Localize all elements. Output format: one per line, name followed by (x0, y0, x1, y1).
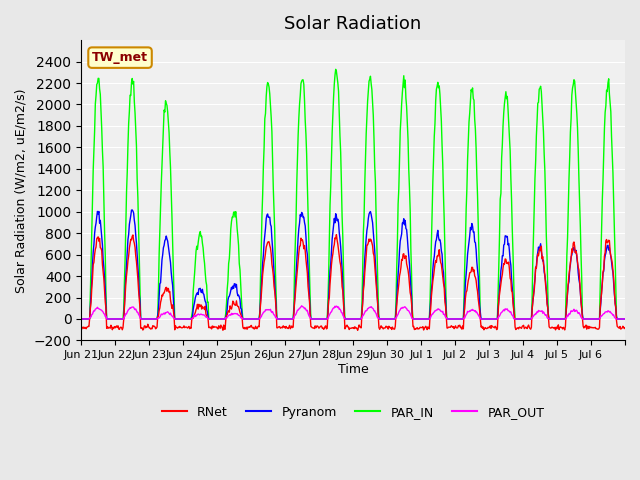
PAR_OUT (440, 311, 448, 317)
RNet (411, 327, 419, 333)
PAR_OUT (298, 303, 305, 309)
PAR_OUT (141, 316, 149, 322)
Line: RNet: RNet (81, 235, 625, 330)
Text: TW_met: TW_met (92, 51, 148, 64)
RNet (268, 261, 276, 267)
RNet (621, 325, 629, 331)
Pyranom (142, 316, 150, 322)
RNet (289, 325, 296, 331)
Line: Pyranom: Pyranom (81, 210, 625, 319)
RNet (141, 323, 149, 329)
Line: PAR_IN: PAR_IN (81, 69, 625, 319)
RNet (441, 299, 449, 305)
Pyranom (621, 316, 629, 322)
PAR_IN (241, 316, 249, 322)
Pyranom (77, 316, 85, 322)
PAR_OUT (77, 316, 85, 322)
PAR_OUT (268, 310, 276, 315)
Pyranom (129, 207, 136, 213)
Line: PAR_OUT: PAR_OUT (81, 306, 625, 319)
Legend: RNet, Pyranom, PAR_IN, PAR_OUT: RNet, Pyranom, PAR_IN, PAR_OUT (157, 401, 549, 424)
PAR_IN (77, 316, 85, 322)
PAR_IN (289, 316, 296, 322)
PAR_IN (440, 216, 448, 222)
Pyranom (440, 282, 448, 288)
PAR_OUT (289, 316, 296, 322)
PAR_IN (621, 316, 629, 322)
PAR_OUT (241, 316, 249, 322)
PAR_IN (141, 316, 149, 322)
RNet (333, 232, 340, 238)
Y-axis label: Solar Radiation (W/m2, uE/m2/s): Solar Radiation (W/m2, uE/m2/s) (15, 88, 28, 292)
PAR_IN (332, 66, 340, 72)
X-axis label: Time: Time (338, 363, 369, 376)
PAR_IN (410, 316, 417, 322)
RNet (354, 327, 362, 333)
PAR_IN (268, 129, 276, 134)
Pyranom (242, 316, 250, 322)
Pyranom (269, 246, 276, 252)
RNet (77, 324, 85, 330)
Pyranom (410, 316, 417, 322)
RNet (241, 326, 249, 332)
Title: Solar Radiation: Solar Radiation (284, 15, 422, 33)
PAR_OUT (621, 316, 629, 322)
Pyranom (289, 316, 297, 322)
PAR_OUT (410, 316, 417, 322)
